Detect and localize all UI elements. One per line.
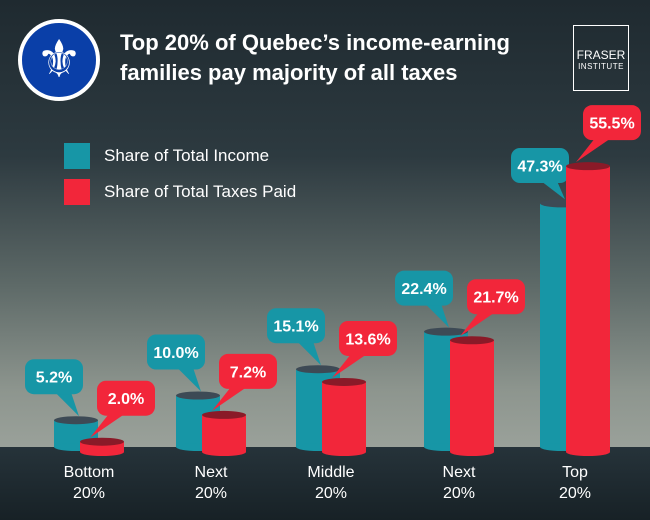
callout-bubble [97,380,155,416]
callout-tail [297,341,321,366]
category-label-line: Top [562,464,588,481]
callout-tail [55,392,79,417]
bar-taxes [450,340,494,452]
callout-bubble [219,353,277,389]
data-label: 15.1% [273,319,318,336]
category-label-line: 20% [314,485,348,502]
bar-base [450,448,494,456]
callout-bubble [339,320,397,356]
bar-top [80,437,124,446]
callout-bubble [267,308,325,344]
bar-base [202,448,246,456]
category-label-line: 20% [558,485,592,502]
callout-tail [90,413,125,438]
category-label-line: 20% [442,485,476,502]
bar-base [80,448,124,456]
bar-top [176,391,220,400]
baseline-band [0,447,650,520]
bar-taxes [80,441,124,452]
bar-taxes [322,381,366,452]
callout-bubble [25,359,83,395]
category-label: Middle 20% [281,462,381,504]
bar-taxes [566,166,610,453]
legend-label: Share of Total Taxes Paid [104,182,297,201]
data-label: 13.6% [345,331,390,348]
category-label-line: Next [442,464,476,481]
callout-bubble [467,279,525,315]
callout-bubble [147,334,205,370]
category-label: Bottom 20% [39,462,139,504]
bar-top [54,416,98,425]
bar-top [322,377,366,386]
legend: Share of Total Income Share of Total Tax… [64,138,296,210]
fleur-de-lis-icon: ⚜ [18,19,100,101]
brand-line1: FRASER [576,48,626,62]
legend-item-income: Share of Total Income [64,138,296,174]
callout-tail [177,367,201,392]
bar-taxes [202,414,246,452]
data-label: 47.3% [517,159,562,176]
callout-bubble [583,105,641,141]
bar-base [566,448,610,456]
callout-tail [332,353,367,378]
brand-line2: INSTITUTE [578,62,624,71]
category-label-line: Next [194,464,228,481]
category-label-line: Middle [307,464,355,481]
legend-item-taxes: Share of Total Taxes Paid [64,174,296,210]
category-label-line: Bottom [63,464,115,481]
data-label: 5.2% [36,370,72,387]
data-label: 22.4% [401,281,446,298]
bar-top [450,336,494,345]
callout-tail [425,303,449,328]
callout-tail [576,138,611,163]
data-label: 10.0% [153,345,198,362]
callout-bubble [395,270,453,306]
data-label: 7.2% [230,364,266,381]
callout-tail [541,181,565,200]
data-label: 55.5% [589,116,634,133]
legend-swatch-taxes [64,179,90,205]
category-label: Next 20% [409,462,509,504]
bar-top [566,162,610,171]
callout-bubble [511,148,569,183]
data-label: 2.0% [108,391,144,408]
bar-top [296,365,340,374]
data-label: 21.7% [473,290,518,307]
callout-tail [212,386,247,411]
category-label: Next 20% [161,462,261,504]
page-title: Top 20% of Quebec’s income-earning famil… [120,30,510,85]
legend-swatch-income [64,143,90,169]
category-label: Top 20% [525,462,625,504]
legend-label: Share of Total Income [104,146,270,165]
bar-base [322,448,366,456]
callout-tail [460,312,495,337]
category-label-line: 20% [72,485,106,502]
fraser-institute-logo: FRASER INSTITUTE [573,25,629,91]
category-label-line: 20% [194,485,228,502]
bar-top [202,410,246,419]
bar-top [424,327,468,336]
